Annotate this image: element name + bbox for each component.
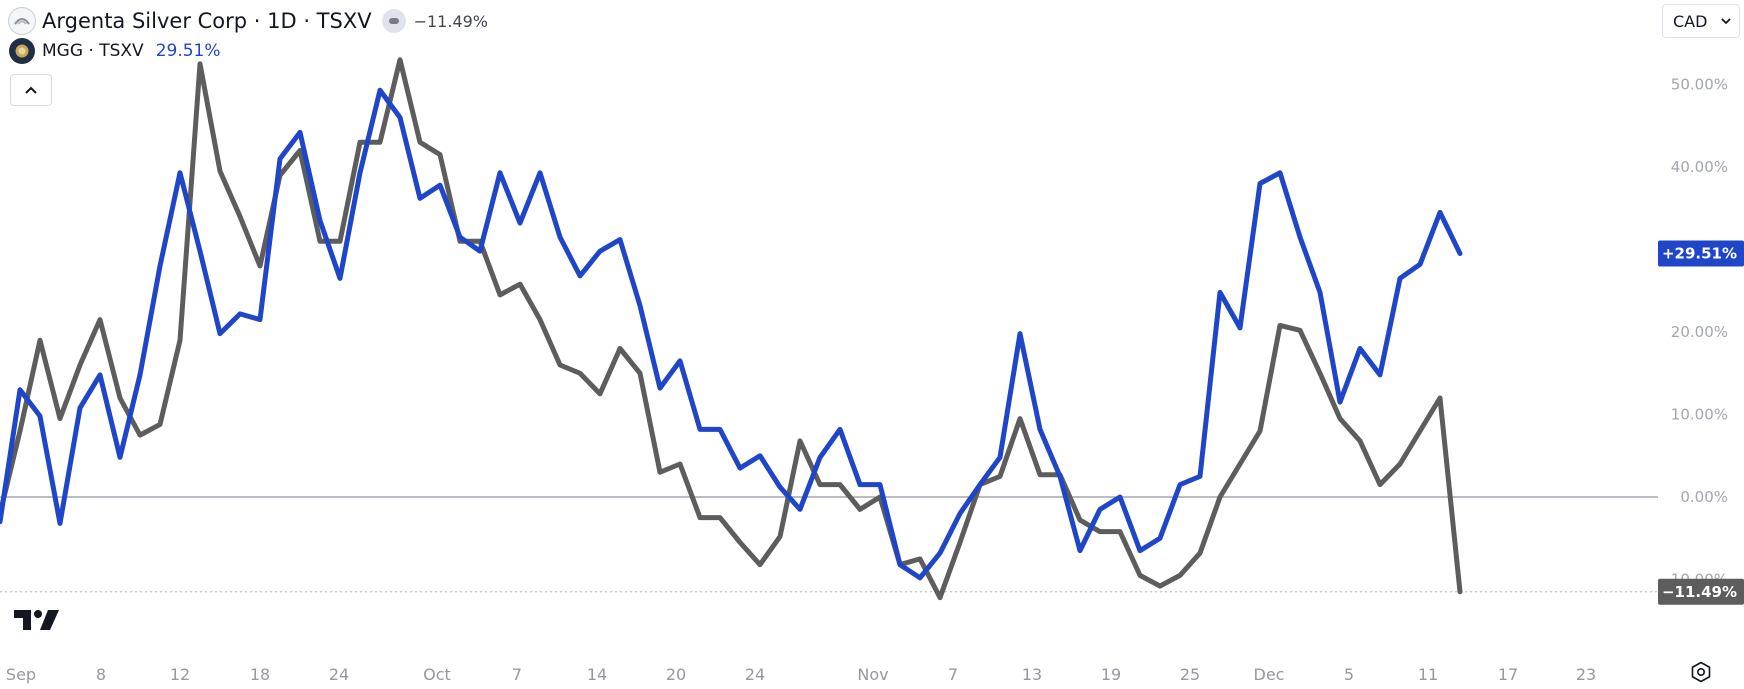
x-tick-label: 23: [1576, 665, 1596, 684]
series-line-main[interactable]: [0, 57, 1463, 601]
compare-symbol-title[interactable]: MGG · TSXV: [42, 41, 144, 61]
compare-change-value: 29.51%: [155, 41, 221, 61]
y-tick-label: 0.00%: [1680, 488, 1728, 506]
x-tick-label: 24: [329, 665, 349, 684]
symbol-title[interactable]: Argenta Silver Corp · 1D · TSXV: [42, 9, 372, 33]
x-tick-label: Sep: [6, 665, 36, 684]
last-value-tag-main-bg: [1658, 578, 1744, 605]
last-value-tag-compare-bg: [1658, 240, 1744, 267]
x-tick-label: 5: [1344, 665, 1354, 684]
gear-icon[interactable]: [1690, 661, 1712, 687]
tradingview-logo-icon[interactable]: [14, 608, 60, 636]
x-tick-label: 17: [1498, 665, 1518, 684]
x-tick-label: 12: [170, 665, 190, 684]
last-value-tag-main: −11.49%: [1662, 583, 1737, 601]
x-tick-label: 11: [1418, 665, 1438, 684]
mgg-logo-icon: [9, 38, 35, 64]
x-tick-label: 13: [1022, 665, 1042, 684]
chevron-up-icon: [25, 86, 37, 94]
collapse-legend-button[interactable]: [10, 74, 52, 106]
price-axis[interactable]: 50.00%40.00%20.00%10.00%0.00%-10.00%: [1665, 76, 1728, 589]
eye-toggle-icon[interactable]: [381, 9, 406, 33]
y-tick-label: 10.00%: [1671, 406, 1728, 424]
x-tick-label: 24: [745, 665, 765, 684]
x-tick-label: Dec: [1254, 665, 1285, 684]
currency-label: CAD: [1673, 11, 1708, 31]
x-tick-label: 14: [587, 665, 607, 684]
x-tick-label: 7: [512, 665, 522, 684]
y-tick-label: 40.00%: [1671, 158, 1728, 176]
argenta-logo-icon: [8, 7, 36, 35]
x-tick-label: 7: [948, 665, 958, 684]
currency-selector[interactable]: CAD: [1662, 4, 1740, 38]
last-value-tags: +29.51% −11.49%: [1658, 240, 1744, 605]
y-tick-label: 20.00%: [1671, 323, 1728, 341]
chevron-down-icon: [1721, 18, 1731, 25]
series-line-compare[interactable]: [0, 87, 1463, 581]
time-axis[interactable]: Sep 8 12 18 24 Oct 7 14 20 24 Nov 7 13 19 25 Dec 5 11 17 23: [6, 665, 1596, 684]
main-change-chip: −11.49%: [381, 9, 489, 33]
x-tick-label: 8: [96, 665, 106, 684]
x-tick-label: 20: [666, 665, 686, 684]
last-value-tag-compare: +29.51%: [1662, 245, 1737, 263]
x-tick-label: 25: [1180, 665, 1200, 684]
x-tick-label: 19: [1101, 665, 1121, 684]
x-tick-label: Oct: [423, 665, 451, 684]
main-change-value: −11.49%: [413, 11, 489, 31]
x-tick-label: Nov: [857, 665, 888, 684]
compare-symbol-row[interactable]: MGG · TSXV 29.51%: [8, 36, 488, 66]
main-symbol-row[interactable]: Argenta Silver Corp · 1D · TSXV −11.49%: [8, 6, 488, 36]
chart-legend: Argenta Silver Corp · 1D · TSXV −11.49% …: [8, 6, 488, 106]
y-tick-label: 50.00%: [1671, 76, 1728, 94]
x-tick-label: 18: [250, 665, 270, 684]
